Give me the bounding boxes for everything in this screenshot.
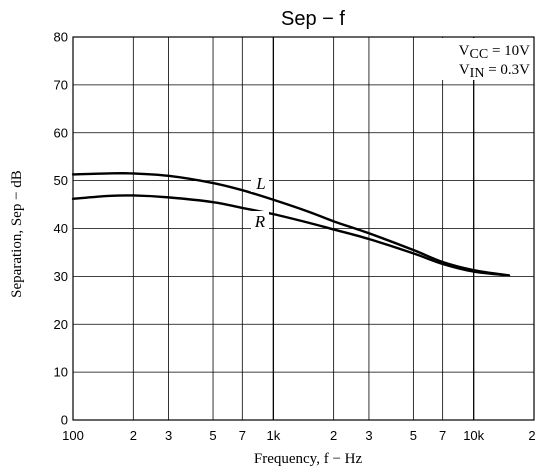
y-tick-label: 50 xyxy=(54,173,68,188)
series-line-l xyxy=(71,172,511,277)
y-tick-label: 60 xyxy=(54,125,68,140)
y-tick-label: 20 xyxy=(54,317,68,332)
x-axis-label: Frequency, f − Hz xyxy=(254,451,363,467)
series-line-r xyxy=(71,194,511,277)
plot-frame xyxy=(72,36,535,421)
series-lines xyxy=(71,172,511,277)
vin-condition: VIN = 0.3V xyxy=(459,62,530,81)
x-tick-label: 7 xyxy=(439,428,446,443)
y-tick-label: 30 xyxy=(54,269,68,284)
x-tick-label: 3 xyxy=(365,428,372,443)
x-tick-label: 7 xyxy=(239,428,246,443)
conditions-annotation: VCC = 10V VIN = 0.3V xyxy=(415,38,533,81)
x-tick-label: 2 xyxy=(330,428,337,443)
y-tick-label: 10 xyxy=(54,365,68,380)
y-tick-label: 70 xyxy=(54,77,68,92)
x-tick-label: 2 xyxy=(130,428,137,443)
chart-title: Sep − f xyxy=(281,8,345,30)
x-tick-label: 5 xyxy=(410,428,417,443)
series-label-l: L xyxy=(251,172,269,193)
svg-text:R: R xyxy=(254,212,266,231)
x-tick-label: 2 xyxy=(528,428,535,443)
y-tick-label: 80 xyxy=(54,30,68,45)
x-tick-label: 1k xyxy=(266,428,280,443)
grid-lines xyxy=(73,37,534,420)
x-tick-label: 5 xyxy=(209,428,216,443)
y-tick-label: 0 xyxy=(61,413,68,428)
svg-text:L: L xyxy=(255,174,265,193)
y-tick-label: 40 xyxy=(54,221,68,236)
series-label-r: R xyxy=(251,211,269,231)
x-tick-label: 10k xyxy=(463,428,484,443)
x-tick-label: 3 xyxy=(165,428,172,443)
x-tick-label: 100 xyxy=(62,428,84,443)
vcc-condition: VCC = 10V xyxy=(459,43,530,62)
y-axis-label: Separation, Sep − dB xyxy=(9,170,25,298)
